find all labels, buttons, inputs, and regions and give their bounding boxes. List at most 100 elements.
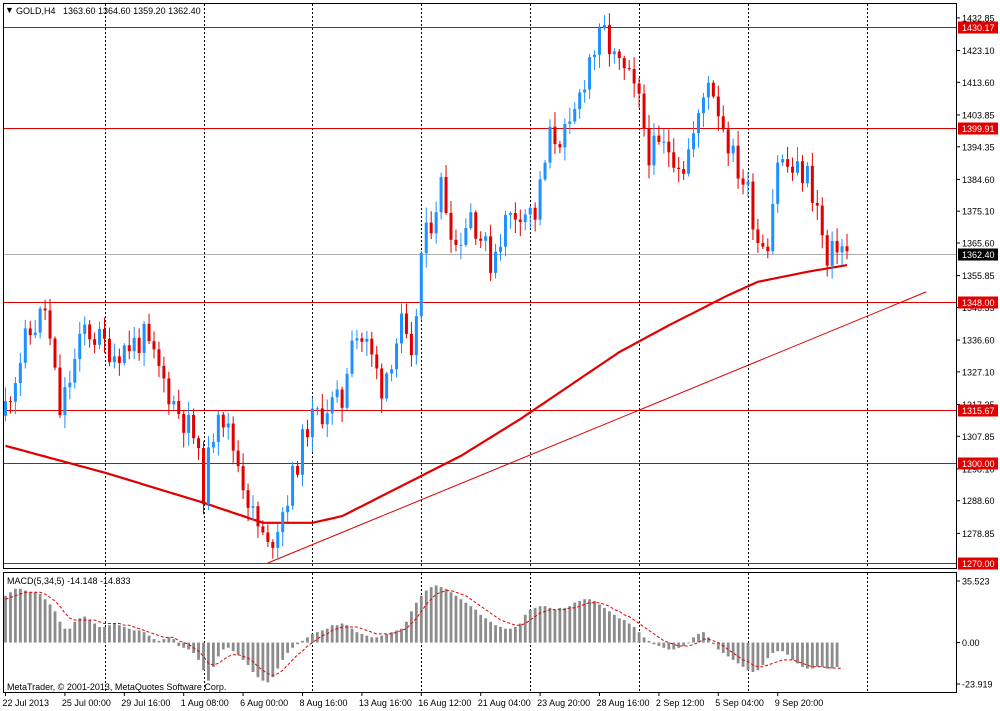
macd-bar: [9, 592, 12, 643]
candle-body: [528, 207, 532, 215]
candle-body: [523, 214, 527, 222]
macd-bar: [741, 642, 745, 667]
macd-bar: [806, 642, 809, 669]
macd-bar: [182, 642, 186, 648]
macd-bar: [286, 642, 290, 653]
candle-body: [132, 337, 136, 352]
candle-body: [281, 512, 285, 533]
horizontal-line-labels: 1430.17 1399.91 1348.00 1315.67 1300.00 1270.…: [958, 21, 998, 570]
macd-bar: [479, 614, 483, 643]
macd-bar: [385, 633, 389, 643]
candle-body: [350, 340, 354, 374]
macd-bar: [43, 599, 47, 643]
macd-bar: [325, 628, 329, 643]
candle-body: [662, 141, 666, 143]
time-tick-label: 16 Aug 12:00: [418, 698, 471, 708]
macd-bar: [687, 642, 690, 644]
macd-bar: [786, 642, 789, 655]
candle-body: [771, 203, 775, 252]
macd-bar: [127, 628, 131, 643]
candles: [4, 13, 849, 560]
candle-body: [53, 338, 57, 368]
macd-bar: [142, 632, 146, 643]
current-price-label-box: [958, 248, 998, 261]
price-tick-label: 1432.85: [962, 13, 995, 23]
macd-bar: [380, 635, 384, 643]
macd-bar: [18, 588, 22, 643]
macd-bar: [484, 618, 488, 643]
candle-body: [776, 162, 780, 204]
candle-body: [137, 337, 141, 353]
candle-body: [38, 308, 42, 333]
macd-bar: [405, 621, 408, 643]
macd-bar: [756, 642, 760, 671]
candle-body: [152, 341, 156, 350]
macd-bar: [711, 642, 715, 645]
macd-bar: [177, 642, 181, 647]
candle-body: [593, 54, 597, 58]
candle-body: [721, 116, 725, 130]
candle-body: [469, 212, 473, 229]
macd-bar: [721, 642, 725, 653]
candle-body: [716, 96, 720, 117]
macd-bar: [736, 642, 740, 664]
candle-body: [830, 240, 834, 266]
macd-bar: [122, 626, 126, 643]
macd-bar: [375, 637, 379, 643]
candle-body: [602, 25, 606, 29]
macd-bar: [306, 637, 309, 643]
macd-bar: [583, 599, 587, 643]
macd-bar: [459, 599, 463, 643]
macd-bar: [682, 642, 686, 647]
candle-body: [677, 167, 681, 170]
macd-bar: [766, 642, 770, 659]
moving-average-line: [5, 264, 848, 524]
candle-body: [815, 202, 819, 206]
macd-bar: [167, 637, 171, 643]
candle-body: [103, 328, 106, 339]
candle-body: [73, 359, 77, 383]
candle-body: [449, 212, 453, 240]
candle-body: [28, 328, 32, 336]
time-tick-label: 28 Aug 16:00: [597, 698, 650, 708]
macd-bar: [578, 600, 582, 643]
macd-bar: [776, 642, 780, 652]
time-tick-label: 23 Aug 20:00: [537, 698, 590, 708]
macd-bar: [236, 642, 240, 655]
candle-body: [598, 28, 601, 55]
macd-bar: [370, 637, 374, 643]
macd-bar: [172, 639, 176, 643]
price-tick-label: 1384.60: [962, 175, 995, 185]
candle-body: [607, 25, 611, 55]
price-line-label: 1348.00: [962, 298, 995, 308]
candle-body: [642, 93, 646, 130]
macd-bar: [340, 623, 344, 643]
candle-body: [583, 89, 587, 93]
macd-bar: [266, 642, 270, 683]
macd-bar: [632, 626, 636, 643]
trendline: [267, 291, 927, 564]
candle-body: [513, 213, 517, 220]
macd-bar: [207, 642, 210, 681]
macd-bar: [400, 628, 403, 643]
candle-body: [400, 313, 403, 344]
macd-title: MACD(5,34,5) -14.148 -14.833: [7, 576, 131, 586]
candle-body: [701, 97, 705, 114]
macd-bar: [716, 642, 720, 650]
price-tick-label: 1288.60: [962, 496, 995, 506]
macd-bar: [672, 642, 676, 650]
candle-body: [266, 532, 270, 542]
macd-bar: [513, 626, 517, 643]
moving-average: [5, 264, 848, 524]
candle-body: [553, 126, 557, 145]
candle-body: [330, 397, 334, 414]
macd-bar: [523, 614, 527, 643]
candle-body: [731, 145, 735, 154]
macd-bar: [216, 642, 220, 657]
macd-bar: [563, 607, 567, 643]
macd-bar: [390, 632, 393, 643]
symbol-dropdown-icon[interactable]: ▼: [5, 5, 14, 15]
candle-body: [83, 324, 87, 334]
macd-bar: [692, 637, 695, 643]
